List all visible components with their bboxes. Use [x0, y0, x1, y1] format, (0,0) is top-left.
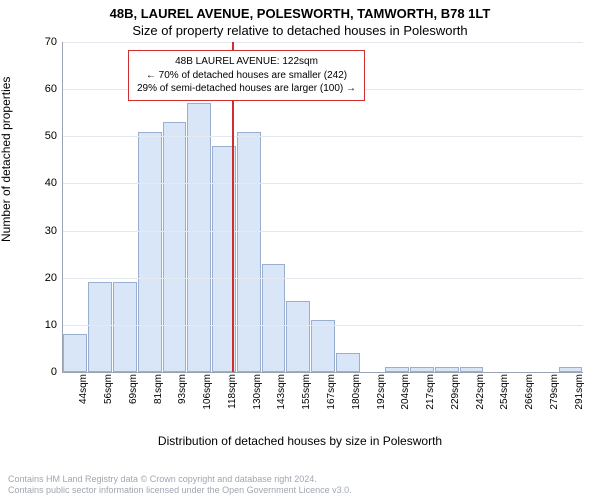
- gridline: [63, 325, 583, 326]
- x-tick-label: 266sqm: [524, 374, 535, 410]
- info-line-1: 48B LAUREL AVENUE: 122sqm: [137, 55, 356, 69]
- x-tick-label: 279sqm: [549, 374, 560, 410]
- gridline: [63, 278, 583, 279]
- x-tick-label: 204sqm: [400, 374, 411, 410]
- x-tick-label: 56sqm: [103, 374, 114, 404]
- bar: [311, 320, 335, 372]
- y-axis-label: Number of detached properties: [0, 77, 13, 242]
- x-ticks: 44sqm 56sqm 69sqm 81sqm 93sqm 106sqm 118sqm 130…: [62, 374, 582, 432]
- y-tick-label: 60: [45, 83, 57, 95]
- info-line-2: ← 70% of detached houses are smaller (24…: [137, 69, 356, 83]
- x-tick-label: 118sqm: [227, 374, 238, 409]
- y-tick-label: 30: [45, 225, 57, 237]
- bar: [286, 301, 310, 372]
- x-tick-label: 229sqm: [450, 374, 461, 410]
- y-tick-label: 70: [45, 36, 57, 48]
- y-tick-label: 20: [45, 272, 57, 284]
- x-tick-label: 69sqm: [128, 374, 139, 404]
- x-axis-label: Distribution of detached houses by size …: [0, 434, 600, 448]
- x-tick-label: 217sqm: [425, 374, 436, 410]
- bar: [559, 367, 583, 372]
- x-tick-label: 130sqm: [252, 374, 263, 410]
- footer-line-2: Contains public sector information licen…: [8, 485, 592, 496]
- bar: [187, 103, 211, 372]
- footer-line-1: Contains HM Land Registry data © Crown c…: [8, 474, 592, 485]
- bar: [237, 132, 261, 372]
- bar: [385, 367, 409, 372]
- plot-area: 01020304050607048B LAUREL AVENUE: 122sqm…: [62, 42, 583, 373]
- info-box: 48B LAUREL AVENUE: 122sqm← 70% of detach…: [128, 50, 365, 101]
- gridline: [63, 231, 583, 232]
- x-tick-label: 192sqm: [376, 374, 387, 410]
- y-tick-label: 40: [45, 177, 57, 189]
- bar: [63, 334, 87, 372]
- y-tick-label: 50: [45, 130, 57, 142]
- gridline: [63, 183, 583, 184]
- gridline: [63, 42, 583, 43]
- x-tick-label: 44sqm: [78, 374, 89, 404]
- bar: [113, 282, 137, 372]
- bar: [138, 132, 162, 372]
- info-line-3: 29% of semi-detached houses are larger (…: [137, 82, 356, 96]
- bar: [435, 367, 459, 372]
- x-tick-label: 291sqm: [574, 374, 585, 410]
- title-line-2: Size of property relative to detached ho…: [0, 23, 600, 38]
- x-tick-label: 155sqm: [301, 374, 312, 410]
- title-line-1: 48B, LAUREL AVENUE, POLESWORTH, TAMWORTH…: [0, 6, 600, 21]
- bar: [88, 282, 112, 372]
- bar: [410, 367, 434, 372]
- bar: [163, 122, 187, 372]
- x-tick-label: 143sqm: [276, 374, 287, 410]
- bar: [336, 353, 360, 372]
- x-tick-label: 242sqm: [475, 374, 486, 410]
- bar: [262, 264, 286, 372]
- y-tick-label: 10: [45, 319, 57, 331]
- title-block: 48B, LAUREL AVENUE, POLESWORTH, TAMWORTH…: [0, 0, 600, 38]
- gridline: [63, 136, 583, 137]
- footer: Contains HM Land Registry data © Crown c…: [8, 474, 592, 497]
- x-tick-label: 93sqm: [177, 374, 188, 404]
- x-tick-label: 180sqm: [351, 374, 362, 410]
- chart: Number of detached properties 0102030405…: [0, 42, 600, 442]
- x-tick-label: 167sqm: [326, 374, 337, 410]
- x-tick-label: 106sqm: [202, 374, 213, 410]
- x-tick-label: 81sqm: [153, 374, 164, 404]
- x-tick-label: 254sqm: [499, 374, 510, 410]
- bar: [460, 367, 484, 372]
- y-tick-label: 0: [51, 366, 57, 378]
